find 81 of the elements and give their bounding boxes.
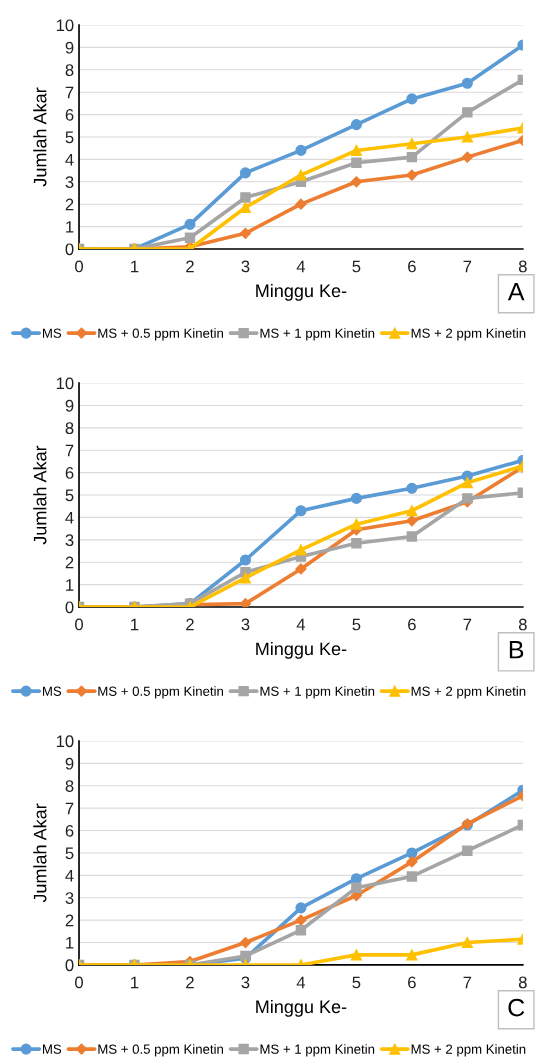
- x-tick-label: 5: [352, 976, 361, 989]
- y-tick-label: 4: [65, 153, 74, 166]
- legend-label: MS + 2 ppm Kinetin: [411, 1044, 526, 1057]
- x-tick-label: 2: [186, 976, 194, 989]
- y-tick-label: 5: [65, 489, 74, 502]
- x-tick-label: 0: [75, 976, 83, 989]
- y-axis-title: Jumlah Akar: [33, 445, 47, 545]
- x-axis-title: Minggu Ke-: [256, 999, 347, 1017]
- x-tick-label: 1: [131, 976, 139, 989]
- y-tick-label: 10: [56, 19, 74, 32]
- x-tick-label: 6: [408, 618, 416, 631]
- y-tick-label: 3: [65, 176, 74, 188]
- legend-label: MS + 0.5 ppm Kinetin: [98, 686, 223, 699]
- x-tick-label: 6: [408, 260, 416, 273]
- y-axis-title: Jumlah Akar: [33, 803, 47, 903]
- y-tick-label: 10: [56, 735, 74, 748]
- y-tick-label: 9: [65, 757, 74, 770]
- legend-label: MS + 1 ppm Kinetin: [260, 686, 375, 699]
- x-tick-label: 2: [186, 618, 194, 631]
- y-tick-label: 2: [65, 914, 74, 927]
- x-tick-label: 4: [296, 260, 306, 273]
- x-tick-label: 8: [518, 618, 527, 631]
- y-tick-label: 7: [65, 802, 74, 815]
- legend-label: MS: [43, 328, 62, 338]
- y-tick-label: 9: [65, 399, 74, 412]
- y-tick-label: 3: [65, 534, 74, 547]
- y-tick-label: 0: [65, 243, 74, 256]
- y-tick-label: 7: [65, 86, 74, 99]
- legend-label: MS + 1 ppm Kinetin: [260, 328, 375, 341]
- y-tick-label: 8: [65, 422, 74, 435]
- y-tick-label: 5: [65, 131, 74, 144]
- legend-label: MS: [43, 686, 62, 696]
- y-tick-label: 8: [65, 780, 74, 792]
- x-axis-title: Minggu Ke-: [256, 283, 347, 301]
- x-tick-label: 3: [241, 260, 250, 273]
- x-tick-label: 1: [131, 618, 139, 631]
- y-tick-label: 7: [65, 444, 74, 457]
- x-tick-label: 7: [463, 260, 472, 273]
- y-tick-label: 2: [65, 556, 74, 569]
- x-tick-label: 4: [296, 618, 306, 631]
- y-tick-label: 6: [65, 824, 74, 837]
- y-tick-label: 4: [65, 869, 74, 882]
- x-tick-label: 8: [518, 260, 527, 273]
- legend-label: MS + 2 ppm Kinetin: [411, 686, 526, 699]
- y-tick-label: 0: [65, 601, 74, 614]
- x-tick-label: 6: [408, 976, 416, 989]
- y-tick-label: 1: [66, 579, 74, 591]
- text: C: [508, 998, 525, 1017]
- y-tick-label: 1: [66, 221, 74, 233]
- y-tick-label: 6: [65, 108, 74, 121]
- x-tick-label: 3: [241, 976, 250, 989]
- y-tick-label: 0: [65, 959, 74, 972]
- y-tick-label: 8: [65, 64, 74, 76]
- x-tick-label: 0: [75, 618, 83, 631]
- x-axis-title: Minggu Ke-: [256, 641, 347, 659]
- x-tick-label: 3: [241, 618, 250, 631]
- x-tick-label: 5: [352, 260, 361, 273]
- x-tick-label: 4: [296, 976, 306, 989]
- x-tick-label: 7: [463, 976, 472, 989]
- text: B: [509, 641, 524, 659]
- x-tick-label: 5: [352, 618, 361, 631]
- x-tick-label: 8: [518, 976, 527, 989]
- x-tick-label: 1: [131, 260, 139, 273]
- y-axis-title: Jumlah Akar: [33, 87, 47, 187]
- text: A: [507, 283, 525, 301]
- y-tick-label: 10: [56, 377, 74, 390]
- y-tick-label: 2: [65, 198, 74, 211]
- legend-label: MS + 0.5 ppm Kinetin: [98, 328, 223, 341]
- y-tick-label: 6: [65, 467, 74, 479]
- y-tick-label: 5: [65, 847, 74, 860]
- legend-label: MS + 0.5 ppm Kinetin: [98, 1044, 223, 1057]
- legend-label: MS + 2 ppm Kinetin: [411, 328, 526, 341]
- x-tick-label: 0: [75, 260, 83, 273]
- y-tick-label: 1: [66, 937, 74, 949]
- legend-label: MS + 1 ppm Kinetin: [260, 1044, 375, 1057]
- y-tick-label: 4: [65, 512, 74, 524]
- x-tick-label: 2: [186, 260, 194, 273]
- y-tick-label: 9: [65, 41, 74, 54]
- x-tick-label: 7: [463, 618, 472, 631]
- legend-label: MS: [43, 1044, 62, 1054]
- y-tick-label: 3: [65, 892, 74, 904]
